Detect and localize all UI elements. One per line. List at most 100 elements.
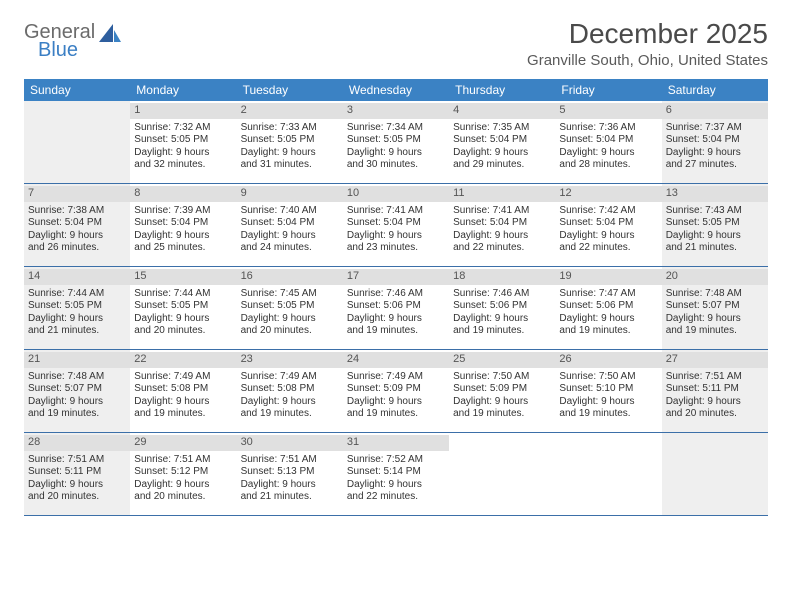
- day-sunset: Sunset: 5:06 PM: [347, 300, 445, 313]
- day-cell: 25Sunrise: 7:50 AMSunset: 5:09 PMDayligh…: [449, 350, 555, 432]
- day-number: 16: [237, 269, 343, 285]
- day-info: Sunrise: 7:48 AMSunset: 5:07 PMDaylight:…: [28, 371, 126, 421]
- day-number: 31: [343, 435, 449, 451]
- day-sunrise: Sunrise: 7:42 AM: [559, 205, 657, 218]
- weekday-header-row: SundayMondayTuesdayWednesdayThursdayFrid…: [24, 79, 768, 101]
- day-info: Sunrise: 7:32 AMSunset: 5:05 PMDaylight:…: [134, 122, 232, 172]
- day-info: Sunrise: 7:33 AMSunset: 5:05 PMDaylight:…: [241, 122, 339, 172]
- day-daylight1: Daylight: 9 hours: [666, 147, 764, 160]
- day-info: Sunrise: 7:46 AMSunset: 5:06 PMDaylight:…: [347, 288, 445, 338]
- day-sunrise: Sunrise: 7:39 AM: [134, 205, 232, 218]
- day-daylight1: Daylight: 9 hours: [241, 147, 339, 160]
- day-info: Sunrise: 7:52 AMSunset: 5:14 PMDaylight:…: [347, 454, 445, 504]
- day-info: Sunrise: 7:46 AMSunset: 5:06 PMDaylight:…: [453, 288, 551, 338]
- day-number: 2: [237, 103, 343, 119]
- day-sunset: Sunset: 5:04 PM: [134, 217, 232, 230]
- day-cell: 13Sunrise: 7:43 AMSunset: 5:05 PMDayligh…: [662, 184, 768, 266]
- day-info: Sunrise: 7:41 AMSunset: 5:04 PMDaylight:…: [347, 205, 445, 255]
- day-sunrise: Sunrise: 7:51 AM: [241, 454, 339, 467]
- day-info: Sunrise: 7:49 AMSunset: 5:09 PMDaylight:…: [347, 371, 445, 421]
- day-sunset: Sunset: 5:09 PM: [453, 383, 551, 396]
- day-info: Sunrise: 7:37 AMSunset: 5:04 PMDaylight:…: [666, 122, 764, 172]
- day-cell: 11Sunrise: 7:41 AMSunset: 5:04 PMDayligh…: [449, 184, 555, 266]
- day-daylight2: and 19 minutes.: [347, 325, 445, 338]
- day-info: Sunrise: 7:51 AMSunset: 5:11 PMDaylight:…: [28, 454, 126, 504]
- day-cell: 20Sunrise: 7:48 AMSunset: 5:07 PMDayligh…: [662, 267, 768, 349]
- week-row: 1 Sunrise: 7:32 AMSunset: 5:05 PMDaylight…: [24, 101, 768, 184]
- day-daylight1: Daylight: 9 hours: [453, 313, 551, 326]
- day-daylight1: Daylight: 9 hours: [241, 396, 339, 409]
- day-number: 10: [343, 186, 449, 202]
- day-number: 30: [237, 435, 343, 451]
- day-number: 20: [662, 269, 768, 285]
- day-sunset: Sunset: 5:04 PM: [347, 217, 445, 230]
- day-daylight2: and 31 minutes.: [241, 159, 339, 172]
- day-cell: 26Sunrise: 7:50 AMSunset: 5:10 PMDayligh…: [555, 350, 661, 432]
- day-sunset: Sunset: 5:05 PM: [666, 217, 764, 230]
- day-sunrise: Sunrise: 7:43 AM: [666, 205, 764, 218]
- day-sunrise: Sunrise: 7:52 AM: [347, 454, 445, 467]
- day-daylight1: Daylight: 9 hours: [453, 230, 551, 243]
- day-number: 12: [555, 186, 661, 202]
- day-daylight2: and 26 minutes.: [28, 242, 126, 255]
- day-cell: 6Sunrise: 7:37 AMSunset: 5:04 PMDaylight…: [662, 101, 768, 183]
- day-sunset: Sunset: 5:04 PM: [559, 134, 657, 147]
- day-daylight1: Daylight: 9 hours: [559, 147, 657, 160]
- day-sunrise: Sunrise: 7:51 AM: [666, 371, 764, 384]
- week-row: 7Sunrise: 7:38 AMSunset: 5:04 PMDaylight…: [24, 184, 768, 267]
- day-daylight2: and 19 minutes.: [559, 408, 657, 421]
- day-daylight2: and 29 minutes.: [453, 159, 551, 172]
- day-sunset: Sunset: 5:07 PM: [28, 383, 126, 396]
- day-info: Sunrise: 7:44 AMSunset: 5:05 PMDaylight:…: [28, 288, 126, 338]
- day-number: 5: [555, 103, 661, 119]
- day-sunrise: Sunrise: 7:48 AM: [28, 371, 126, 384]
- logo-word-blue: Blue: [38, 40, 95, 60]
- weekday-header: Monday: [130, 79, 236, 101]
- day-daylight2: and 19 minutes.: [347, 408, 445, 421]
- day-daylight1: Daylight: 9 hours: [453, 396, 551, 409]
- day-cell: 30Sunrise: 7:51 AMSunset: 5:13 PMDayligh…: [237, 433, 343, 515]
- day-sunset: Sunset: 5:04 PM: [453, 134, 551, 147]
- location-text: Granville South, Ohio, United States: [527, 52, 768, 69]
- day-number: 17: [343, 269, 449, 285]
- day-daylight1: Daylight: 9 hours: [347, 396, 445, 409]
- day-number: 3: [343, 103, 449, 119]
- day-sunrise: Sunrise: 7:49 AM: [134, 371, 232, 384]
- day-number: 13: [662, 186, 768, 202]
- day-sunset: Sunset: 5:04 PM: [453, 217, 551, 230]
- day-number: 9: [237, 186, 343, 202]
- day-sunrise: Sunrise: 7:40 AM: [241, 205, 339, 218]
- day-number: 7: [24, 186, 130, 202]
- weekday-header: Sunday: [24, 79, 130, 101]
- day-number: 14: [24, 269, 130, 285]
- day-daylight2: and 22 minutes.: [559, 242, 657, 255]
- day-number: 1: [130, 103, 236, 119]
- day-cell: 9Sunrise: 7:40 AMSunset: 5:04 PMDaylight…: [237, 184, 343, 266]
- day-cell: 1 Sunrise: 7:32 AMSunset: 5:05 PMDaylight…: [130, 101, 236, 183]
- day-daylight2: and 21 minutes.: [241, 491, 339, 504]
- day-cell: 14 Sunrise: 7:44 AMSunset: 5:05 PMDayligh…: [24, 267, 130, 349]
- day-cell: 10 Sunrise: 7:41 AMSunset: 5:04 PMDayligh…: [343, 184, 449, 266]
- day-daylight1: Daylight: 9 hours: [559, 396, 657, 409]
- day-daylight2: and 24 minutes.: [241, 242, 339, 255]
- day-number: 23: [237, 352, 343, 368]
- day-cell: [662, 433, 768, 515]
- day-sunrise: Sunrise: 7:48 AM: [666, 288, 764, 301]
- day-cell: 31 Sunrise: 7:52 AMSunset: 5:14 PMDayligh…: [343, 433, 449, 515]
- day-cell: 18Sunrise: 7:46 AMSunset: 5:06 PMDayligh…: [449, 267, 555, 349]
- day-sunrise: Sunrise: 7:41 AM: [453, 205, 551, 218]
- header: General Blue December 2025 Granville Sou…: [24, 18, 768, 69]
- day-sunset: Sunset: 5:05 PM: [347, 134, 445, 147]
- day-cell: 27Sunrise: 7:51 AMSunset: 5:11 PMDayligh…: [662, 350, 768, 432]
- week-row: 28Sunrise: 7:51 AMSunset: 5:11 PMDayligh…: [24, 433, 768, 516]
- day-info: Sunrise: 7:49 AMSunset: 5:08 PMDaylight:…: [134, 371, 232, 421]
- weeks-container: 1 Sunrise: 7:32 AMSunset: 5:05 PMDaylight…: [24, 101, 768, 516]
- day-sunrise: Sunrise: 7:44 AM: [134, 288, 232, 301]
- day-daylight2: and 19 minutes.: [453, 408, 551, 421]
- day-daylight1: Daylight: 9 hours: [347, 230, 445, 243]
- day-sunset: Sunset: 5:07 PM: [666, 300, 764, 313]
- day-daylight2: and 20 minutes.: [241, 325, 339, 338]
- day-daylight2: and 21 minutes.: [666, 242, 764, 255]
- day-number: 24: [343, 352, 449, 368]
- day-info: Sunrise: 7:49 AMSunset: 5:08 PMDaylight:…: [241, 371, 339, 421]
